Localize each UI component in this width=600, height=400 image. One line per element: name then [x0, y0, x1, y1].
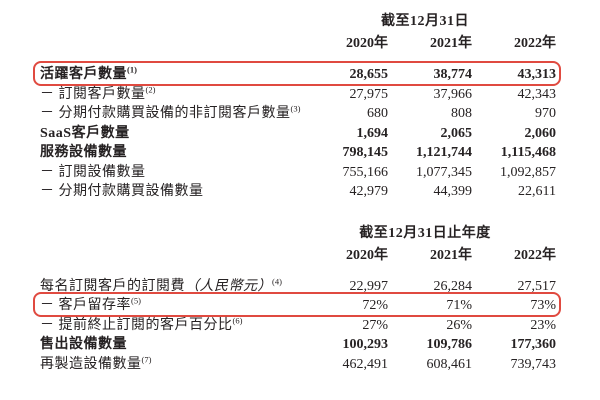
cell-value: 22,997 [349, 278, 389, 294]
table-row: 再製造設備數量(7) 462,491 608,461 739,743 [40, 355, 556, 375]
cell-value: 26,284 [433, 278, 473, 294]
row-label: － 分期付款購買設備數量 [40, 184, 204, 199]
cell-value: 44,399 [433, 184, 473, 199]
table-row: － 提前終止訂閱的客戶百分比(6) 27% 26% 23% [40, 316, 556, 336]
period-header: 截至12月31日 [381, 14, 469, 29]
cell-value: 22,611 [518, 184, 556, 199]
cell-value: 970 [535, 106, 556, 121]
footnote-marker: (3) [290, 103, 301, 114]
cell-value: 38,774 [433, 67, 473, 82]
row-label: － 分期付款購買設備的非訂閱客戶數量(3) [40, 103, 301, 121]
row-label: － 提前終止訂閱的客戶百分比(6) [40, 314, 243, 333]
cell-value: 27,975 [349, 86, 389, 102]
cell-value: 1,115,468 [500, 145, 556, 160]
row-label: － 客戶留存率(5) [40, 295, 141, 313]
row-label: 再製造設備數量(7) [40, 353, 152, 372]
year-column-headers: 2020年 2021年 2022年 [40, 36, 556, 52]
cell-value: 42,979 [349, 184, 389, 199]
cell-value: 1,092,857 [500, 164, 556, 180]
period-header-row: 截至12月31日止年度 [40, 226, 556, 242]
cell-value: 755,166 [342, 164, 389, 180]
cell-value: 27% [362, 317, 388, 333]
table-row: 售出設備數量 100,293 109,786 177,360 [40, 335, 556, 355]
year-column-2022: 2022年 [514, 247, 556, 263]
cell-value: 2,065 [440, 125, 473, 141]
cell-value: 1,694 [356, 125, 389, 141]
row-label: 活躍客戶數量(1) [40, 64, 137, 82]
table-row: － 訂閱客戶數量(2) 27,975 37,966 42,343 [40, 85, 556, 105]
table-row-highlighted: 活躍客戶數量(1) 28,655 38,774 43,313 [33, 61, 561, 85]
cell-value: 71% [446, 298, 472, 313]
footnote-marker: (4) [272, 275, 282, 286]
cell-value: 28,655 [349, 67, 389, 82]
table-row: － 分期付款購買設備的非訂閱客戶數量(3) 680 808 970 [40, 104, 556, 124]
row-label: 每名訂閱客戶的訂閱費（人民幣元）(4) [40, 275, 282, 294]
cell-value: 808 [451, 106, 472, 121]
year-column-headers: 2020年 2021年 2022年 [40, 248, 556, 264]
cell-value: 109,786 [426, 337, 473, 352]
period-header-row: 截至12月31日 [40, 14, 556, 30]
period-header: 截至12月31日止年度 [359, 225, 491, 241]
year-column-2021: 2021年 [430, 247, 472, 263]
cell-value: 1,077,345 [416, 164, 472, 180]
cell-value: 739,743 [510, 356, 557, 372]
cell-value: 1,121,744 [416, 145, 472, 160]
row-label-unit: （人民幣元） [185, 278, 272, 294]
year-column-2020: 2020年 [346, 247, 388, 263]
row-label: 服務設備數量 [40, 145, 127, 160]
cell-value: 2,060 [524, 125, 557, 141]
row-label: SaaS客戶數量 [40, 125, 130, 141]
metrics-table-year-ended-dec31: 截至12月31日止年度 2020年 2021年 2022年 每名訂閱客戶的訂閱費… [33, 226, 561, 375]
row-label: － 訂閱客戶數量(2) [40, 83, 156, 102]
cell-value: 798,145 [342, 145, 389, 160]
cell-value: 42,343 [517, 86, 557, 102]
cell-value: 680 [367, 106, 388, 121]
footnote-marker: (6) [232, 314, 243, 325]
year-column-2021: 2021年 [430, 36, 472, 51]
cell-value: 100,293 [342, 337, 389, 352]
metrics-table-as-of-dec31: 截至12月31日 2020年 2021年 2022年 活躍客戶數量(1) 28,6… [33, 14, 561, 202]
table-row: 服務設備數量 798,145 1,121,744 1,115,468 [40, 143, 556, 163]
table-row-highlighted: － 客戶留存率(5) 72% 71% 73% [33, 292, 561, 316]
footnote-marker: (2) [145, 83, 156, 94]
row-label: 售出設備數量 [40, 337, 127, 352]
footnote-marker: (7) [141, 353, 152, 364]
cell-value: 73% [530, 298, 556, 313]
cell-value: 462,491 [342, 356, 389, 372]
cell-value: 177,360 [510, 337, 557, 352]
table-row: SaaS客戶數量 1,694 2,065 2,060 [40, 124, 556, 144]
table-row: － 分期付款購買設備數量 42,979 44,399 22,611 [40, 182, 556, 202]
table-row: 每名訂閱客戶的訂閱費（人民幣元）(4) 22,997 26,284 27,517 [40, 277, 556, 297]
footnote-marker: (5) [131, 295, 141, 306]
cell-value: 37,966 [433, 86, 473, 102]
cell-value: 23% [530, 317, 556, 333]
cell-value: 27,517 [517, 278, 557, 294]
cell-value: 43,313 [517, 67, 557, 82]
row-label: － 訂閱設備數量 [40, 164, 146, 180]
table-rows: 每名訂閱客戶的訂閱費（人民幣元）(4) 22,997 26,284 27,517 － 客… [33, 277, 561, 375]
table-row: － 訂閱設備數量 755,166 1,077,345 1,092,857 [40, 163, 556, 183]
cell-value: 26% [446, 317, 472, 333]
cell-value: 608,461 [426, 356, 473, 372]
year-column-2022: 2022年 [514, 36, 556, 51]
table-rows: 活躍客戶數量(1) 28,655 38,774 43,313 － 訂閱客戶數量(2) 27… [33, 61, 561, 202]
year-column-2020: 2020年 [346, 36, 388, 51]
footnote-marker: (1) [127, 64, 137, 75]
cell-value: 72% [362, 298, 388, 313]
